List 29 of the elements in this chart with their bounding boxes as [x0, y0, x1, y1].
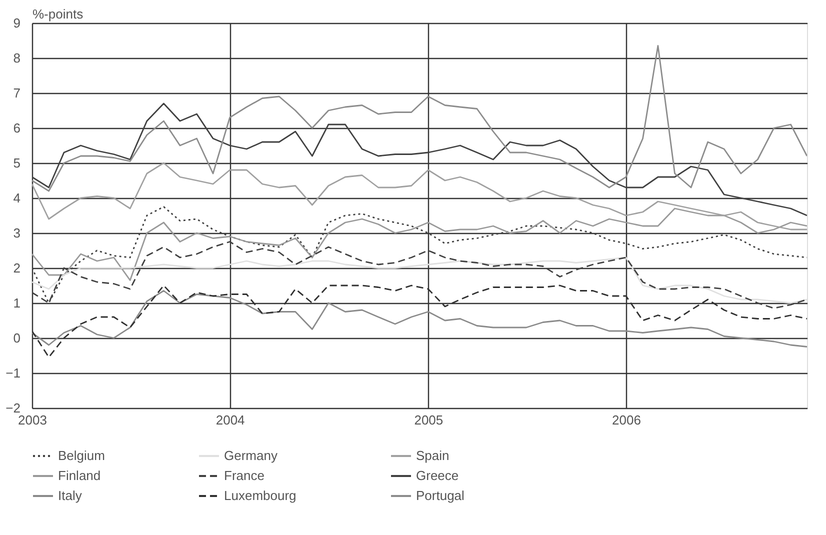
y-tick-label: 9 — [13, 16, 20, 30]
line-series — [32, 290, 807, 348]
line-series — [32, 102, 807, 216]
legend-label: Luxembourg — [224, 488, 296, 503]
legend-label: Spain — [416, 448, 450, 463]
legend-label: Finland — [58, 468, 101, 483]
legend-label: Greece — [416, 468, 459, 483]
x-tick-label: 2004 — [216, 412, 245, 428]
y-tick-label: 8 — [13, 50, 20, 66]
y-tick-label: 7 — [13, 86, 20, 100]
y-tick-label: −2 — [6, 400, 20, 416]
y-tick-label: −1 — [6, 366, 20, 380]
y-tick-label: 2 — [13, 260, 20, 276]
y-tick-label: 5 — [13, 156, 20, 170]
legend-label: France — [224, 468, 264, 483]
x-tick-label: 2005 — [414, 412, 444, 428]
legend-label: Italy — [58, 488, 82, 503]
legend-label: Belgium — [58, 448, 105, 463]
y-tick-label: 4 — [13, 190, 20, 206]
y-axis-title: %-points — [32, 6, 84, 22]
x-tick-label: 2003 — [18, 412, 47, 428]
y-tick-label: 0 — [13, 330, 20, 346]
y-tick-label: 3 — [13, 226, 20, 240]
x-tick-label: 2006 — [612, 412, 641, 428]
legend-label: Germany — [224, 448, 278, 463]
line-series — [32, 45, 807, 192]
y-tick-label: 6 — [13, 120, 20, 136]
y-tick-label: 1 — [13, 296, 20, 310]
legend-label: Portugal — [416, 488, 465, 503]
